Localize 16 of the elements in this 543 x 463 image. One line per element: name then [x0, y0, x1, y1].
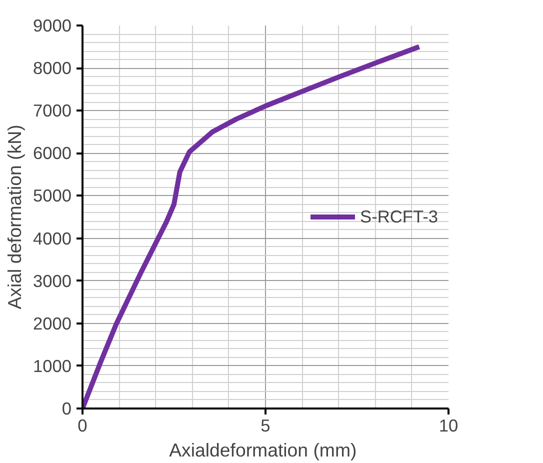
y-tick-label: 0 [62, 398, 72, 418]
y-tick-label: 4000 [32, 228, 72, 248]
y-axis-title: Axial deformation (kN) [4, 124, 25, 310]
y-tick-label: 2000 [32, 313, 72, 334]
x-tick-label: 0 [78, 416, 88, 436]
x-tick-label: 5 [260, 416, 270, 436]
legend-label: S-RCFT-3 [360, 206, 438, 227]
y-tick-label: 6000 [32, 143, 72, 164]
x-axis-title: Axialdeformation (mm) [169, 440, 357, 460]
y-tick-label: 1000 [32, 356, 72, 376]
y-tick-label: 3000 [32, 270, 72, 291]
y-tick-label: 8000 [32, 58, 72, 78]
x-tick-label: 10 [438, 416, 458, 436]
y-tick-label: 5000 [32, 186, 72, 206]
y-tick-label: 7000 [32, 100, 72, 121]
y-tick-label: 9000 [32, 16, 72, 36]
